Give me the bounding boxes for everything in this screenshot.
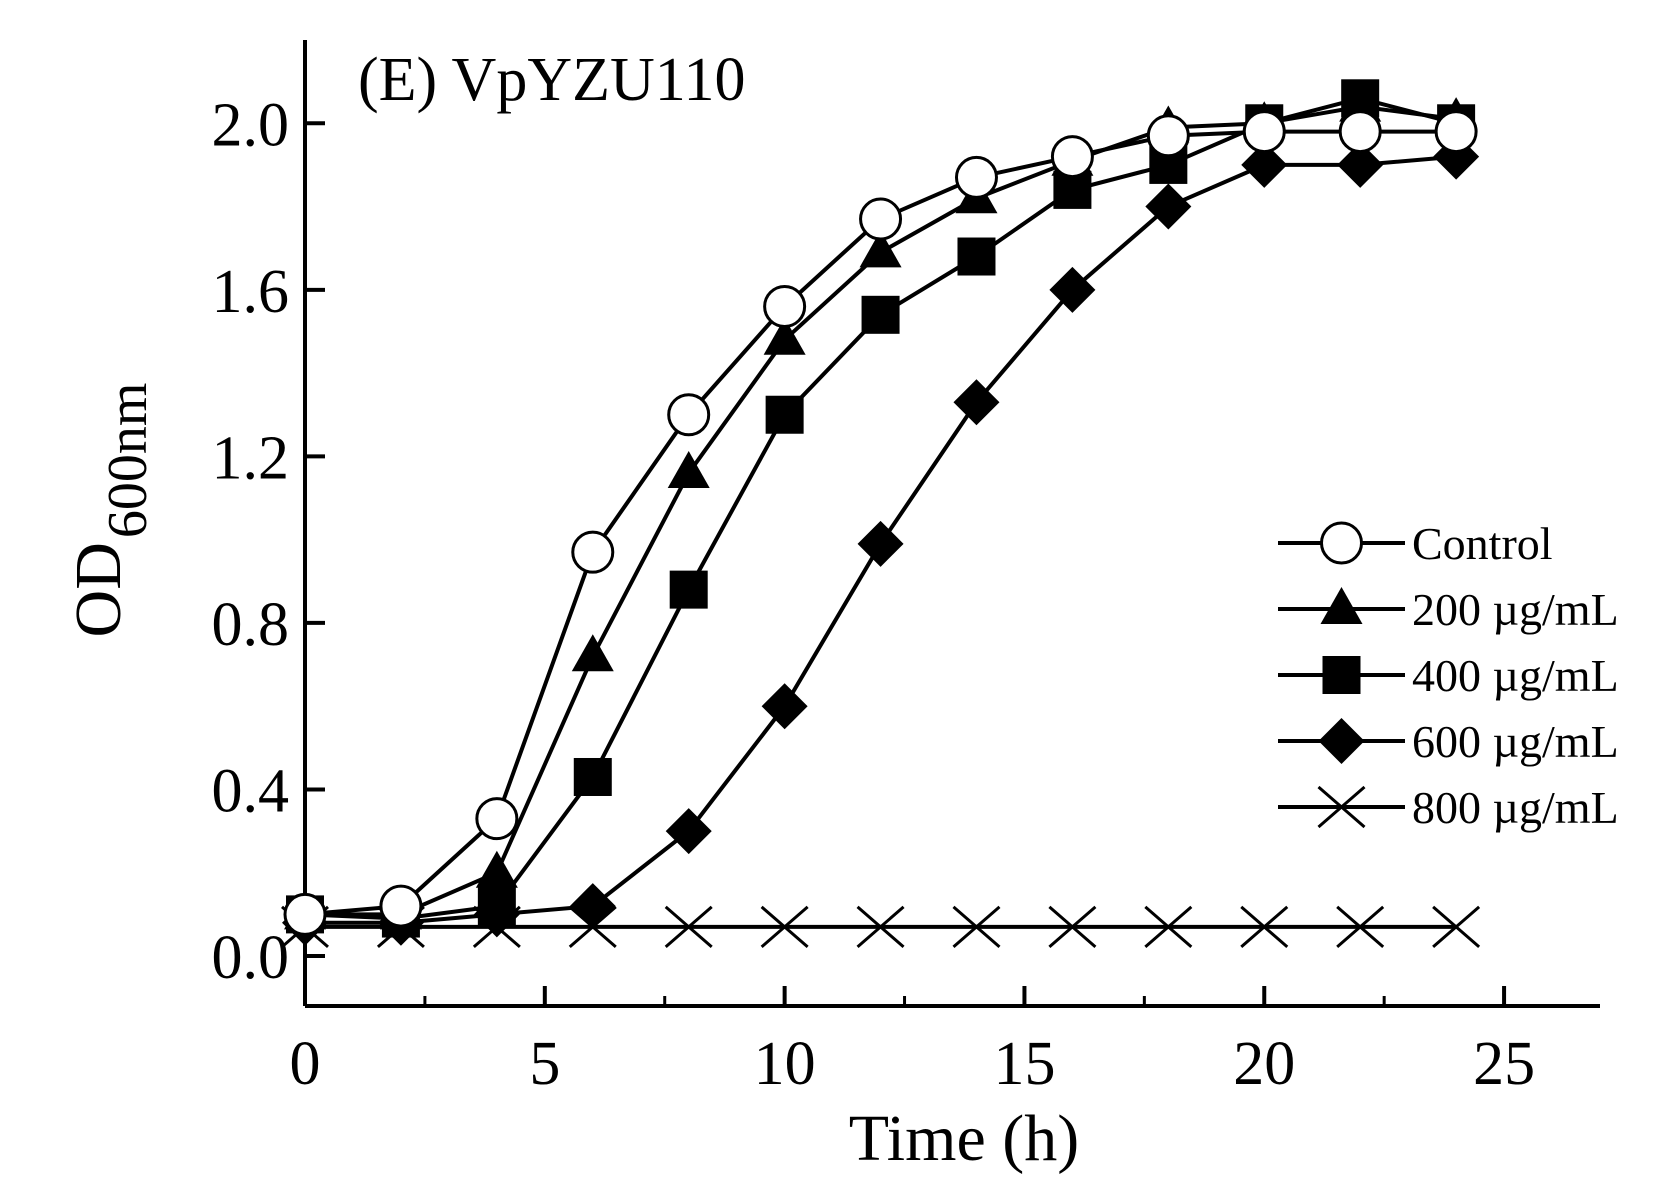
y-tick-label: 1.2 xyxy=(212,424,290,492)
legend-entry: 600 µg/mL xyxy=(1278,716,1619,767)
series-3-point xyxy=(665,808,712,855)
x-tick-label: 20 xyxy=(1233,1030,1295,1098)
series-1-point xyxy=(667,451,710,489)
legend-marker xyxy=(1318,718,1365,764)
legend: Control 200 µg/mL 400 µg/mL 600 µg/mL 800 µg… xyxy=(1278,518,1619,833)
y-tick-label: 0.4 xyxy=(212,757,290,825)
chart-title: (E) VpYZU110 xyxy=(358,46,745,114)
series-1-point xyxy=(763,317,806,355)
series-0-point xyxy=(954,155,998,199)
series-2-point xyxy=(765,395,804,434)
legend-label: 600 µg/mL xyxy=(1412,716,1619,767)
x-tick-label: 25 xyxy=(1473,1030,1535,1098)
y-tick-label: 1.6 xyxy=(212,258,290,326)
legend-marker xyxy=(1320,587,1363,624)
legend-entry: 200 µg/mL xyxy=(1278,584,1619,635)
series-4-point xyxy=(1336,905,1385,949)
series-2-point xyxy=(477,887,516,926)
series-0-point xyxy=(283,892,327,936)
series-1-point xyxy=(859,230,902,268)
x-tick-label: 15 xyxy=(993,1030,1055,1098)
series-0-point xyxy=(763,284,807,328)
y-axis-title: OD600nm xyxy=(62,383,159,638)
legend-entry: 800 µg/mL xyxy=(1278,782,1619,833)
legend-marker xyxy=(1322,656,1361,694)
svg-text:OD600nm: OD600nm xyxy=(62,383,159,638)
x-tick-label: 10 xyxy=(754,1030,816,1098)
series-3-point xyxy=(569,883,616,930)
series-1-point xyxy=(1339,84,1382,122)
y-tick-label: 0.8 xyxy=(212,591,290,659)
series-3-point xyxy=(1049,266,1096,313)
series-0-point xyxy=(1434,110,1478,154)
series-1-point xyxy=(571,634,614,672)
series-0-point xyxy=(1146,114,1190,158)
series-0-point xyxy=(1242,110,1286,154)
series-0-point xyxy=(475,797,519,841)
series-0-point xyxy=(667,393,711,437)
series-2-point xyxy=(573,757,612,796)
legend-label: 800 µg/mL xyxy=(1412,782,1619,833)
series-0-point xyxy=(1338,110,1382,154)
legend-marker xyxy=(1317,785,1366,829)
x-tick-label: 0 xyxy=(290,1030,321,1098)
series-2-point xyxy=(669,570,708,609)
series-0-point xyxy=(1050,135,1094,179)
series-3-point xyxy=(1337,141,1384,188)
series-4-point xyxy=(856,905,905,949)
series-3-point xyxy=(953,379,1000,426)
series-0-point xyxy=(571,530,615,574)
series-4-point xyxy=(1240,905,1289,949)
y-axis-title-main: OD xyxy=(62,542,135,637)
series-0-point xyxy=(859,197,903,241)
series-4-point xyxy=(1048,905,1097,949)
y-tick-label: 0.0 xyxy=(212,924,290,992)
series-4-point xyxy=(760,905,809,949)
series-4-point xyxy=(1144,905,1193,949)
legend-label: 400 µg/mL xyxy=(1412,650,1619,701)
legend-entry: Control xyxy=(1278,518,1553,569)
legend-entry: 400 µg/mL xyxy=(1278,650,1619,701)
series-3-point xyxy=(761,683,808,730)
legend-label: 200 µg/mL xyxy=(1412,584,1619,635)
series-4-point xyxy=(952,905,1001,949)
series-3-point xyxy=(857,520,904,567)
series-3-point xyxy=(1145,183,1192,230)
legend-label: Control xyxy=(1412,518,1553,569)
series-4-point xyxy=(664,905,713,949)
series-layer xyxy=(281,79,1481,949)
series-2-point xyxy=(861,295,900,334)
legend-marker xyxy=(1320,521,1363,565)
x-tick-label: 5 xyxy=(529,1030,560,1098)
series-2-point xyxy=(957,237,996,276)
axes: 0 5 10 15 20 25 0.0 0.4 0.8 1.2 1.6 2.0 xyxy=(212,40,1600,1098)
y-axis-title-sub: 600nm xyxy=(97,383,159,539)
series-4-point xyxy=(1432,905,1481,949)
series-3-point xyxy=(1241,141,1288,188)
series-1-point xyxy=(475,850,518,888)
x-axis-title: Time (h) xyxy=(849,1102,1079,1175)
y-tick-label: 2.0 xyxy=(212,91,290,159)
series-0-point xyxy=(379,884,423,928)
